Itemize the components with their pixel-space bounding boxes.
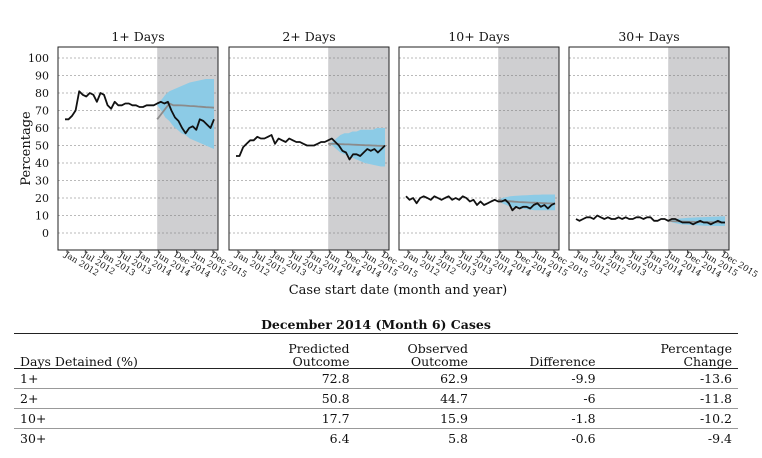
table-row: 10+ 17.7 15.9 -1.8 -10.2 xyxy=(14,408,738,429)
header-percentage-change-line1: Percentage xyxy=(660,341,732,356)
table-row: 30+ 6.4 5.8 -0.6 -9.4 xyxy=(14,429,738,449)
y-axis-title: Percentage xyxy=(19,111,34,186)
panel-title: 1+ Days xyxy=(111,29,164,44)
prediction-interval-band xyxy=(157,79,214,149)
y-tick-label: 30 xyxy=(35,175,49,188)
cell-days: 30+ xyxy=(20,431,47,446)
cell-percentage-change: -10.2 xyxy=(601,408,738,429)
panel-frame xyxy=(57,46,219,251)
observed-line xyxy=(65,90,215,135)
y-tick-label: 0 xyxy=(42,227,49,240)
x-axis-title: Case start date (month and year) xyxy=(289,283,508,298)
panel-frame xyxy=(568,46,730,251)
predicted-line xyxy=(156,102,215,120)
observed-line xyxy=(236,134,386,161)
panel-title: 30+ Days xyxy=(618,29,679,44)
cell-percentage-change: -13.6 xyxy=(601,368,738,389)
header-days-detained: Days Detained (%) xyxy=(14,333,236,369)
header-days-detained-line2: Days Detained (%) xyxy=(20,354,138,369)
header-predicted-line1: Predicted xyxy=(288,341,350,356)
header-observed: Observed Outcome xyxy=(355,333,474,369)
observed-line xyxy=(575,214,725,226)
panel-title: 2+ Days xyxy=(282,29,335,44)
prediction-interval-band xyxy=(328,128,385,167)
cell-days: 10+ xyxy=(14,408,236,429)
cell-difference: -6 xyxy=(473,388,602,409)
table-row: 2+ 50.8 44.7 -6 -11.8 xyxy=(14,388,738,409)
prediction-window-shade xyxy=(668,47,729,250)
cell-difference: -9.9 xyxy=(473,368,602,389)
y-tick-label: 60 xyxy=(35,122,49,135)
header-predicted-line2: Outcome xyxy=(292,354,350,369)
y-tick-label: 20 xyxy=(35,192,49,205)
cell-days: 2+ xyxy=(14,388,236,409)
header-percentage-change: Percentage Change xyxy=(601,333,738,369)
cell-predicted: 6.4 xyxy=(329,431,350,446)
cell-predicted: 72.8 xyxy=(236,368,356,389)
cell-difference: -1.8 xyxy=(473,408,602,429)
header-observed-line2: Outcome xyxy=(410,354,468,369)
y-tick-label: 50 xyxy=(35,140,49,153)
y-tick-label: 10 xyxy=(35,210,49,223)
chart-area: 0 10 20 30 40 50 60 70 80 90 100 Percentage 1+ DaysJ… xyxy=(19,29,759,298)
header-difference-line2: Difference xyxy=(529,354,596,369)
panel-frame xyxy=(228,46,390,251)
cell-predicted: 50.8 xyxy=(236,388,356,409)
cell-observed: 62.9 xyxy=(355,368,474,389)
y-tick-label: 90 xyxy=(35,70,49,83)
header-difference: Difference xyxy=(473,333,602,369)
header-observed-line1: Observed xyxy=(407,341,468,356)
observed-line xyxy=(405,195,556,212)
y-tick-label: 100 xyxy=(28,52,49,65)
cell-observed: 15.9 xyxy=(355,408,474,429)
cell-observed: 44.7 xyxy=(355,388,474,409)
results-table: December 2014 (Month 6) Cases Days Detai… xyxy=(14,315,738,448)
cell-percentage-change: -9.4 xyxy=(707,431,732,446)
cell-days: 1+ xyxy=(14,368,236,389)
y-tick-label: 40 xyxy=(35,157,49,170)
table-caption: December 2014 (Month 6) Cases xyxy=(14,315,738,334)
prediction-window-shade xyxy=(157,47,218,250)
cell-observed: 5.8 xyxy=(448,431,468,446)
prediction-window-shade xyxy=(498,47,559,250)
y-tick-label: 80 xyxy=(35,87,49,100)
cell-percentage-change: -11.8 xyxy=(601,388,738,409)
header-percentage-change-line2: Change xyxy=(683,354,732,369)
table-row: 1+ 72.8 62.9 -9.9 -13.6 xyxy=(14,368,738,389)
cell-difference: -0.6 xyxy=(571,431,596,446)
header-predicted: Predicted Outcome xyxy=(236,333,356,369)
panel-title: 10+ Days xyxy=(448,29,509,44)
panel-frame xyxy=(398,46,560,251)
cell-predicted: 17.7 xyxy=(236,408,356,429)
y-tick-label: 70 xyxy=(35,105,49,118)
